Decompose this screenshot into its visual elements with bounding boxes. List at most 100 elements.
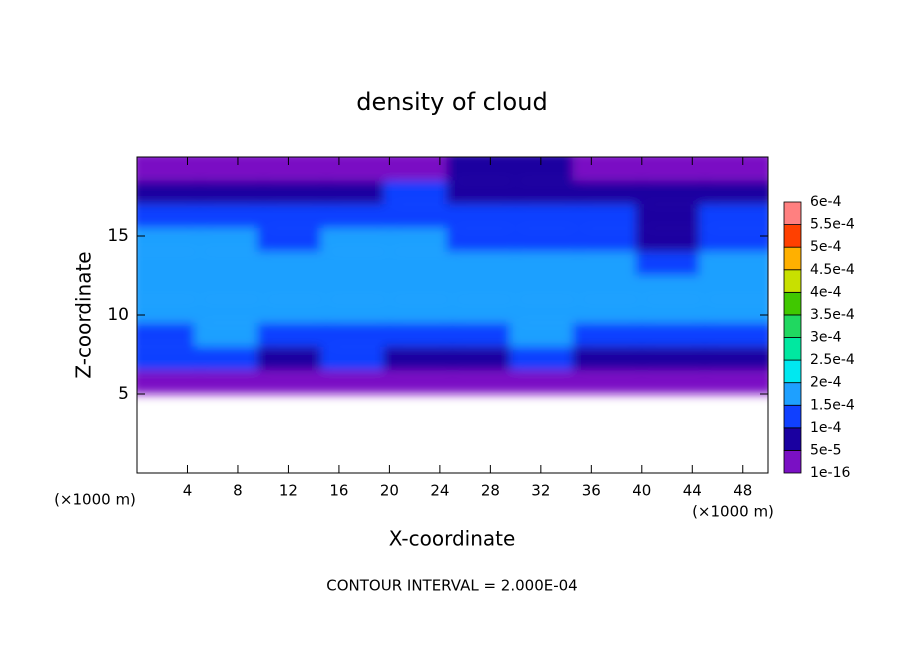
x-tick-label: 32 <box>531 482 550 500</box>
field-cell <box>572 370 648 394</box>
field-cell <box>446 346 522 371</box>
field-cell <box>194 275 270 300</box>
colorbar-label: 2e-4 <box>810 375 842 391</box>
colorbar-band <box>783 201 802 225</box>
field-cells <box>137 157 768 394</box>
field-cell <box>137 204 207 229</box>
chart-title: density of cloud <box>356 88 547 116</box>
y-axis-label: Z-coordinate <box>72 251 96 378</box>
field-cell <box>137 370 207 394</box>
field-cell <box>383 322 459 347</box>
field-cell <box>446 180 522 205</box>
colorbar-label: 2.5e-4 <box>810 352 855 368</box>
field-cell <box>194 299 270 323</box>
field-cell <box>446 299 522 323</box>
x-tick-label: 4 <box>183 482 193 500</box>
x-unit-label: (×1000 m) <box>54 491 136 509</box>
field-cell <box>137 299 207 323</box>
x-axis-label: X-coordinate <box>389 527 516 551</box>
field <box>137 157 768 394</box>
colorbar: 1e-16 5e-5 1e-4 1.5e-4 2e-4 2.5e-4 3e-4 3.5e-4 4… <box>783 194 855 481</box>
field-cell <box>383 228 459 252</box>
x-tick-label: 24 <box>430 482 449 500</box>
x-unit-label: (×1000 m) <box>692 503 774 521</box>
field-cell <box>257 228 333 252</box>
field-cell <box>509 228 585 252</box>
field-cell <box>446 251 522 276</box>
field-cell <box>383 251 459 276</box>
field-cell <box>257 346 333 371</box>
field-cell <box>635 228 711 252</box>
field-cell <box>698 299 768 323</box>
colorbar-band <box>783 337 802 361</box>
field-cell <box>257 251 333 276</box>
field-cell <box>137 275 207 300</box>
colorbar-band <box>783 382 802 406</box>
field-cell <box>320 275 396 300</box>
field-cell <box>383 370 459 394</box>
field-cell <box>320 180 396 205</box>
field-cell <box>698 180 768 205</box>
field-cell <box>194 346 270 371</box>
field-cell <box>635 180 711 205</box>
field-cell <box>572 322 648 347</box>
field-cell <box>635 299 711 323</box>
field-cell <box>257 157 333 181</box>
field-cell <box>446 370 522 394</box>
field-cell <box>635 370 711 394</box>
field-cell <box>698 251 768 276</box>
colorbar-label: 3.5e-4 <box>810 307 855 323</box>
field-cell <box>572 180 648 205</box>
field-cell <box>137 180 207 205</box>
colorbar-band <box>783 314 802 338</box>
field-cell <box>320 322 396 347</box>
colorbar-label: 1.5e-4 <box>810 397 855 413</box>
colorbar-band <box>783 269 802 293</box>
field-cell <box>698 346 768 371</box>
field-cell <box>194 204 270 229</box>
field-cell <box>635 251 711 276</box>
field-cell <box>137 157 207 181</box>
colorbar-label: 6e-4 <box>810 194 842 210</box>
field-cell <box>446 157 522 181</box>
field-cell <box>383 180 459 205</box>
field-cell <box>698 228 768 252</box>
field-cell <box>320 370 396 394</box>
x-tick-label: 20 <box>380 482 399 500</box>
x-tick-label: 36 <box>582 482 601 500</box>
field-cell <box>320 228 396 252</box>
field-cell <box>509 157 585 181</box>
x-tick-label: 48 <box>733 482 752 500</box>
x-tick-label: 16 <box>329 482 348 500</box>
colorbar-label: 3e-4 <box>810 330 842 346</box>
field-cell <box>194 228 270 252</box>
field-cell <box>509 346 585 371</box>
colorbar-band <box>783 359 802 384</box>
field-cell <box>383 204 459 229</box>
field-cell <box>572 228 648 252</box>
colorbar-label: 1e-4 <box>810 420 842 436</box>
field-cell <box>446 204 522 229</box>
field-cell <box>320 251 396 276</box>
colorbar-label: 5e-4 <box>810 239 842 255</box>
field-cell <box>137 322 207 347</box>
field-cell <box>194 180 270 205</box>
field-cell <box>446 228 522 252</box>
colorbar-label: 5.5e-4 <box>810 217 855 233</box>
field-cell <box>572 299 648 323</box>
field-cell <box>509 251 585 276</box>
y-tick-label: 5 <box>118 384 129 404</box>
x-tick-label: 44 <box>683 482 702 500</box>
field-cell <box>383 275 459 300</box>
annotation: CONTOUR INTERVAL = 2.000E-04 <box>326 577 577 595</box>
field-cell <box>320 299 396 323</box>
field-cell <box>698 204 768 229</box>
colorbar-band <box>783 224 802 248</box>
field-cell <box>446 322 522 347</box>
field-cell <box>635 346 711 371</box>
field-cell <box>446 275 522 300</box>
colorbar-label: 4e-4 <box>810 284 842 300</box>
field-cell <box>137 228 207 252</box>
